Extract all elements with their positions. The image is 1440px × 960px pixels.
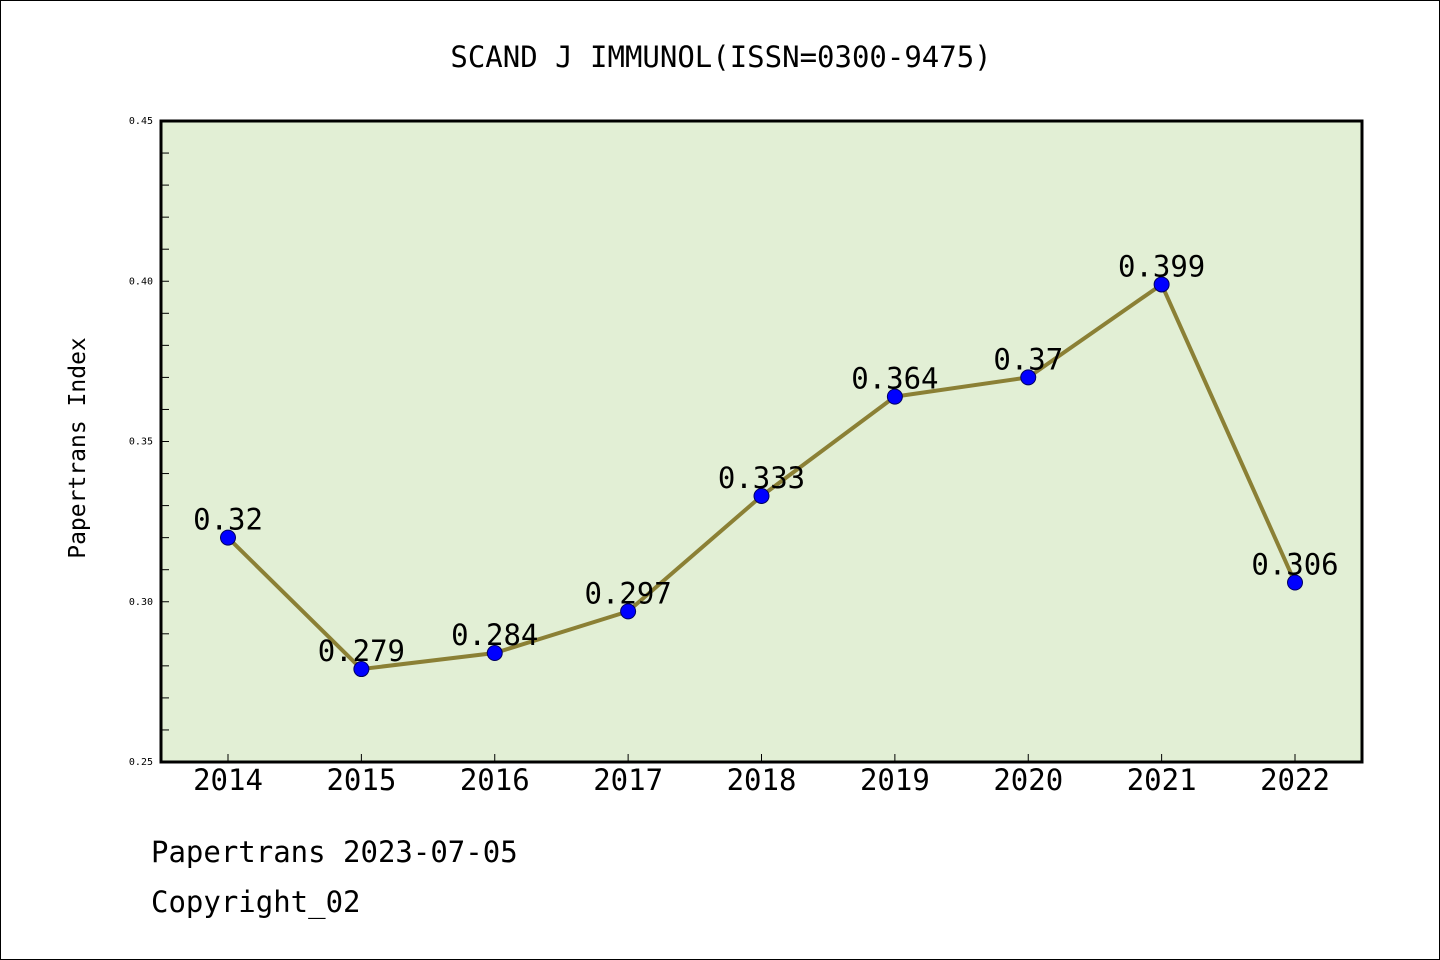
data-point [1287, 574, 1303, 591]
x-tick-label: 2021 [1127, 763, 1197, 797]
y-tick-label: 0.40 [129, 276, 153, 287]
y-tick-label: 0.45 [129, 116, 153, 127]
data-point [353, 661, 370, 678]
x-tick-label: 2020 [993, 763, 1063, 797]
y-axis-label: Papertrans Index [65, 337, 91, 559]
data-point [1020, 369, 1037, 386]
plot-area [161, 121, 1362, 762]
data-label: 0.364 [851, 362, 938, 396]
y-tick-label: 0.25 [129, 757, 153, 768]
y-tick-label: 0.35 [129, 437, 153, 448]
data-label: 0.284 [451, 618, 538, 652]
data-point [486, 645, 503, 662]
y-tick-label: 0.30 [129, 597, 153, 608]
plot-frame [159, 119, 1364, 764]
x-tick-label: 2019 [860, 763, 930, 797]
data-point [620, 603, 637, 620]
data-points [220, 276, 1303, 678]
data-label: 0.297 [584, 576, 671, 610]
data-label: 0.399 [1118, 249, 1205, 283]
x-tick-label: 2015 [326, 763, 396, 797]
x-tick-label: 2016 [460, 763, 530, 797]
data-label: 0.32 [193, 503, 263, 537]
chart-title: SCAND J IMMUNOL(ISSN=0300-9475) [450, 40, 991, 74]
data-point [886, 388, 903, 405]
data-labels: 0.32 0.279 0.284 0.297 0.333 0.364 0.37 0.399 0.… [193, 249, 1339, 668]
data-label: 0.306 [1251, 548, 1338, 582]
footer-date: Papertrans 2023-07-05 [151, 835, 518, 869]
x-tick-label: 2014 [193, 763, 263, 797]
data-label: 0.333 [718, 461, 805, 495]
data-label: 0.37 [993, 342, 1063, 376]
data-point [753, 487, 770, 504]
x-tick-label: 2022 [1260, 763, 1330, 797]
x-axis: 2014 2015 2016 2017 2018 2019 2020 2021 2022 [193, 754, 1330, 797]
x-tick-label: 2018 [727, 763, 797, 797]
data-point [220, 529, 236, 546]
y-axis: 0.25 0.30 0.35 0.40 0.45 [129, 116, 169, 768]
footer-copyright: Copyright_02 [151, 885, 361, 919]
x-tick-label: 2017 [593, 763, 663, 797]
data-point [1153, 276, 1170, 293]
data-label: 0.279 [318, 634, 405, 668]
